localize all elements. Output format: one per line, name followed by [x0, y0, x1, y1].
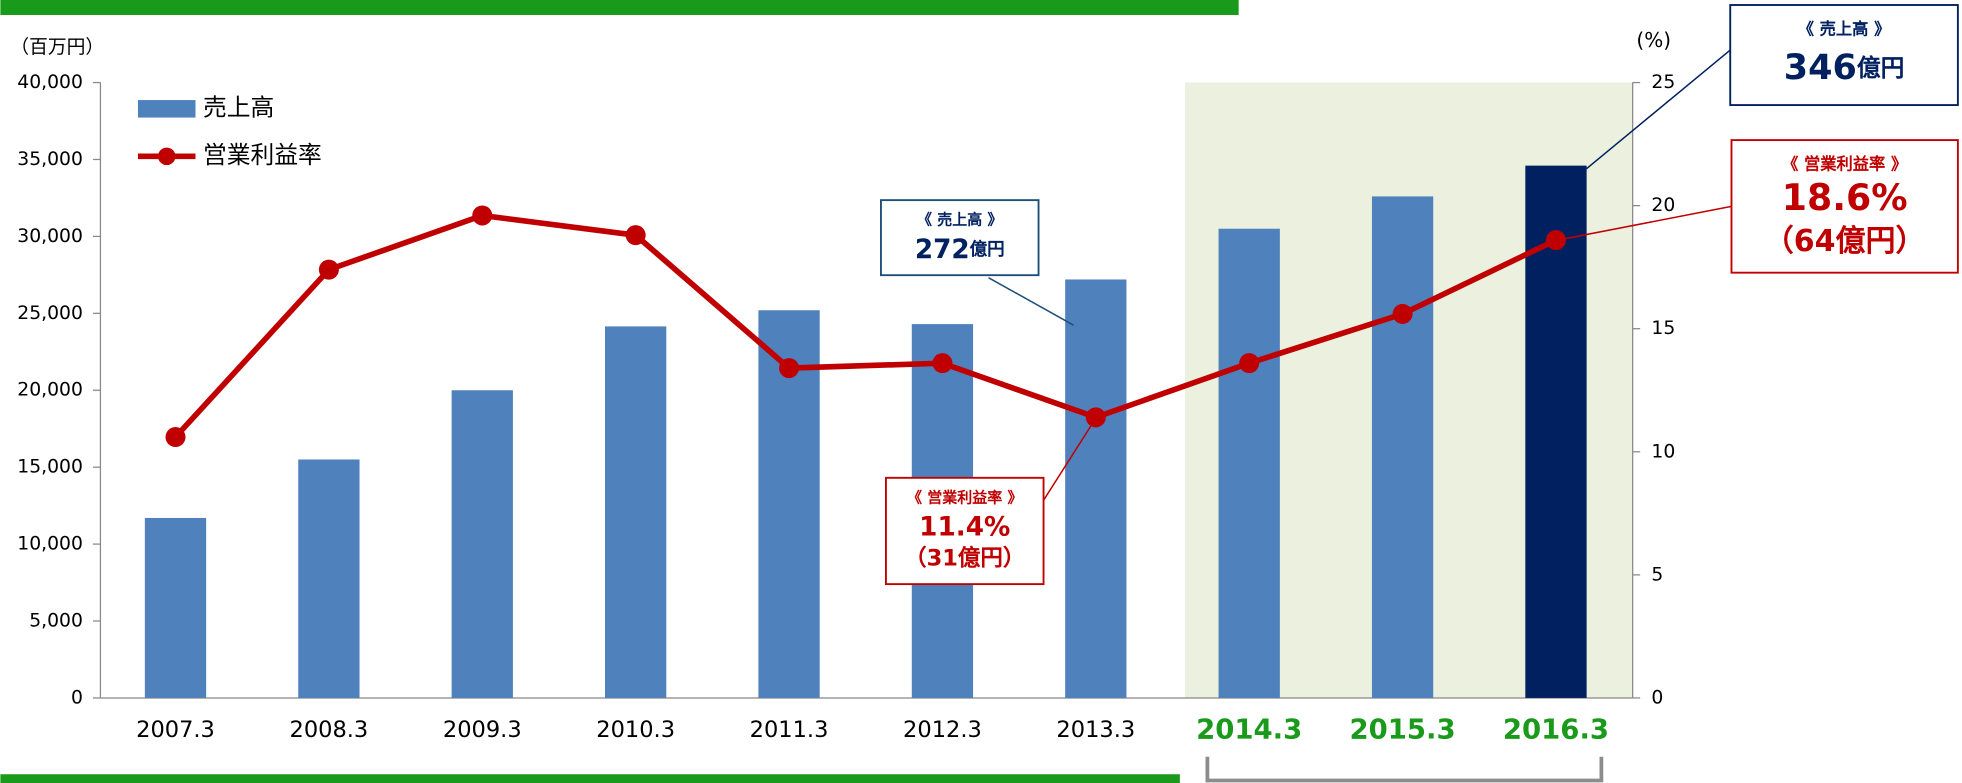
x-tick-label: 2009.3 — [443, 717, 522, 743]
callout-value: 346億円 — [1784, 47, 1905, 88]
callout-box — [885, 476, 1045, 586]
callout-leader — [1585, 49, 1731, 170]
x-tick-label: 2011.3 — [750, 717, 829, 743]
y2-tick-label: 25 — [1651, 72, 1675, 93]
y-tick-label: 25,000 — [17, 303, 83, 324]
x-tick-label: 2013.3 — [1056, 717, 1135, 743]
callout-value: 18.6% — [1782, 176, 1908, 219]
legend-swatch — [137, 100, 196, 118]
callout-sub: （64億円） — [1764, 224, 1926, 259]
callout-box — [879, 199, 1040, 277]
callout-box — [1729, 4, 1959, 107]
line-marker — [1545, 230, 1566, 251]
legend-label: 売上高 — [203, 93, 274, 121]
callout-number: 272 — [915, 235, 970, 265]
y-tick-label: 5,000 — [29, 611, 83, 632]
line-marker — [1239, 353, 1260, 374]
callout-leader — [1042, 417, 1097, 501]
bar — [451, 390, 513, 698]
y-tick-label: 40,000 — [17, 72, 83, 93]
line-marker — [932, 353, 953, 374]
y2-tick-label: 10 — [1651, 441, 1675, 462]
y2-tick-label: 20 — [1651, 195, 1675, 216]
callout-leader — [988, 277, 1074, 326]
y-tick-label: 15,000 — [17, 457, 83, 478]
y-tick-label: 35,000 — [17, 149, 83, 170]
legend-label: 営業利益率 — [203, 141, 322, 169]
bar — [144, 517, 207, 698]
bar — [1218, 228, 1280, 698]
y-tick-label: 30,000 — [17, 226, 83, 247]
bracket — [1205, 756, 1604, 783]
y-unit-label: （百万円） — [10, 36, 104, 58]
line-marker — [625, 225, 646, 246]
callout-leader — [1557, 205, 1732, 241]
line-marker — [318, 259, 339, 280]
line-marker — [1085, 407, 1106, 428]
x-tick-label: 2012.3 — [903, 717, 982, 743]
callout-title: 《 営業利益率 》 — [907, 488, 1022, 506]
callout-sub: （31億円） — [904, 546, 1025, 572]
line — [173, 212, 1558, 439]
callout-box — [1730, 139, 1959, 274]
x-tick-label: 2008.3 — [290, 717, 369, 743]
bar — [298, 459, 360, 698]
callout-title: 《 売上高 》 — [917, 211, 1002, 229]
callout-title: 《 売上高 》 — [1798, 20, 1891, 39]
x-tick-label: 2014.3 — [1196, 713, 1302, 745]
callout-number: 346 — [1784, 47, 1857, 88]
x-tick-label: 2015.3 — [1350, 713, 1456, 745]
line-marker — [472, 205, 493, 226]
line-marker — [1392, 303, 1413, 324]
y2-unit-label: (%) — [1636, 28, 1671, 52]
y-tick-label: 20,000 — [17, 380, 83, 401]
y2-tick-label: 15 — [1651, 318, 1675, 339]
bar — [605, 326, 667, 698]
callout-value: 272億円 — [915, 235, 1005, 265]
x-tick-label: 2010.3 — [596, 717, 675, 743]
x-tick-label: 2007.3 — [136, 717, 215, 743]
x-tick-label: 2016.3 — [1503, 713, 1609, 745]
header-bar — [0, 0, 1239, 16]
callout-unit: 億円 — [1857, 53, 1905, 81]
bar — [1525, 165, 1587, 698]
callout-unit: 億円 — [970, 239, 1005, 260]
y2-tick-label: 5 — [1651, 564, 1663, 585]
y-tick-label: 10,000 — [17, 534, 83, 555]
line-marker — [165, 427, 186, 448]
legend-marker — [157, 147, 176, 166]
callout-title: 《 営業利益率 》 — [1782, 155, 1907, 174]
callout-value: 11.4% — [919, 512, 1010, 542]
footer-bar — [0, 774, 1180, 783]
bar — [1371, 196, 1434, 698]
y2-tick-label: 0 — [1651, 687, 1663, 708]
y-tick-label: 0 — [71, 687, 83, 708]
bar — [1065, 279, 1127, 698]
line-marker — [779, 358, 800, 379]
